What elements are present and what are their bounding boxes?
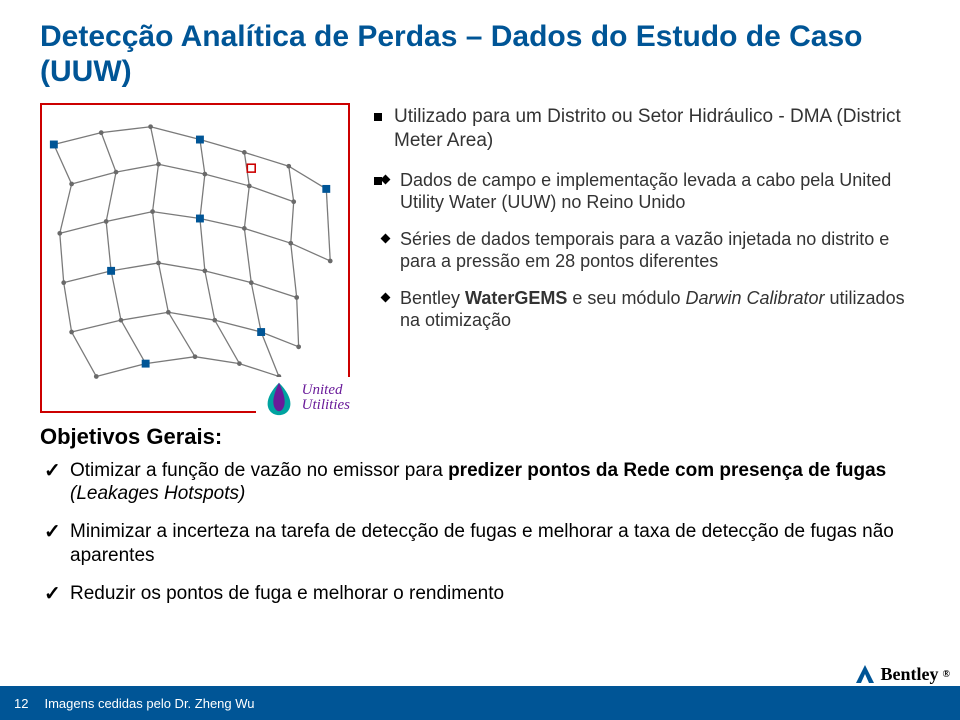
bullet-sub3: Bentley WaterGEMS e seu módulo Darwin Ca… [368, 287, 920, 332]
bullet-sub1: Dados de campo e implementação levada a … [368, 169, 920, 214]
check-item-1: Otimizar a função de vazão no emissor pa… [40, 459, 920, 507]
network-diagram: United Utilities [40, 103, 350, 413]
ci1-a: Otimizar a função de vazão no emissor pa… [70, 460, 448, 481]
main-bullets: Utilizado para um Distrito ou Setor Hidr… [368, 105, 920, 332]
footer-bar: 12 Imagens cedidas pelo Dr. Zheng Wu [0, 686, 960, 720]
slide-title: Detecção Analítica de Perdas – Dados do … [40, 20, 920, 89]
ci1-b: predizer pontos da Rede com presença de … [448, 460, 886, 481]
sub3-italic: Darwin Calibrator [685, 288, 824, 308]
united-utilities-logo: United Utilities [256, 377, 354, 419]
sub3-text-a: Bentley [400, 288, 465, 308]
bentley-logo: Bentley ® [853, 662, 950, 686]
slide: Detecção Analítica de Perdas – Dados do … [0, 0, 960, 720]
sub3-text-b: e seu módulo [567, 288, 685, 308]
sub-bullets: Dados de campo e implementação levada a … [368, 169, 920, 332]
bentley-label: Bentley [881, 664, 939, 685]
bullet-main: Utilizado para um Distrito ou Setor Hidr… [368, 105, 920, 153]
objectives-heading: Objetivos Gerais: [40, 423, 350, 451]
network-svg [42, 105, 348, 411]
sub3-bold: WaterGEMS [465, 288, 567, 308]
bentley-icon [853, 662, 877, 686]
uu-logo-text: United Utilities [302, 383, 350, 413]
uu-line1: United [302, 383, 350, 398]
page-number: 12 [14, 696, 28, 711]
right-column: Utilizado para um Distrito ou Setor Hidr… [368, 103, 920, 346]
uu-line2: Utilities [302, 398, 350, 413]
ci1-c: (Leakages Hotspots) [70, 483, 245, 504]
bentley-r: ® [943, 669, 950, 680]
uu-logo-icon [260, 379, 298, 417]
bullet-sub2: Séries de dados temporais para a vazão i… [368, 228, 920, 273]
content-columns: United Utilities Objetivos Gerais: Utili… [40, 103, 920, 451]
sublist-wrapper: Dados de campo e implementação levada a … [368, 169, 920, 332]
check-item-3: Reduzir os pontos de fuga e melhorar o r… [40, 582, 920, 606]
check-item-2: Minimizar a incerteza na tarefa de detec… [40, 520, 920, 568]
footer-credit: Imagens cedidas pelo Dr. Zheng Wu [44, 696, 254, 711]
left-column: United Utilities Objetivos Gerais: [40, 103, 350, 451]
objectives-checklist: Otimizar a função de vazão no emissor pa… [40, 459, 920, 606]
